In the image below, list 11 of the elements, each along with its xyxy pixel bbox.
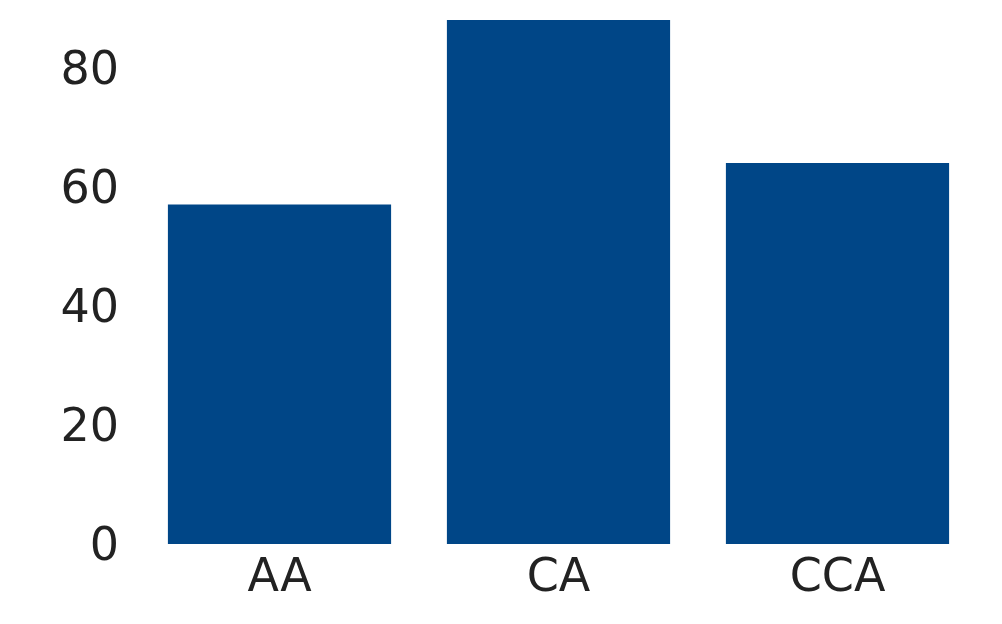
y-tick-label: 40 [60,278,119,333]
bar [446,20,671,544]
y-tick-label: 80 [60,40,119,95]
bar [725,162,950,544]
x-tick-label: CCA [789,548,886,602]
x-tick-label: AA [247,548,313,602]
bar [167,204,392,544]
y-tick-label: 60 [60,159,119,214]
x-tick-label: CA [526,548,591,602]
y-tick-label: 20 [60,398,119,453]
y-tick-label: 0 [89,517,119,572]
